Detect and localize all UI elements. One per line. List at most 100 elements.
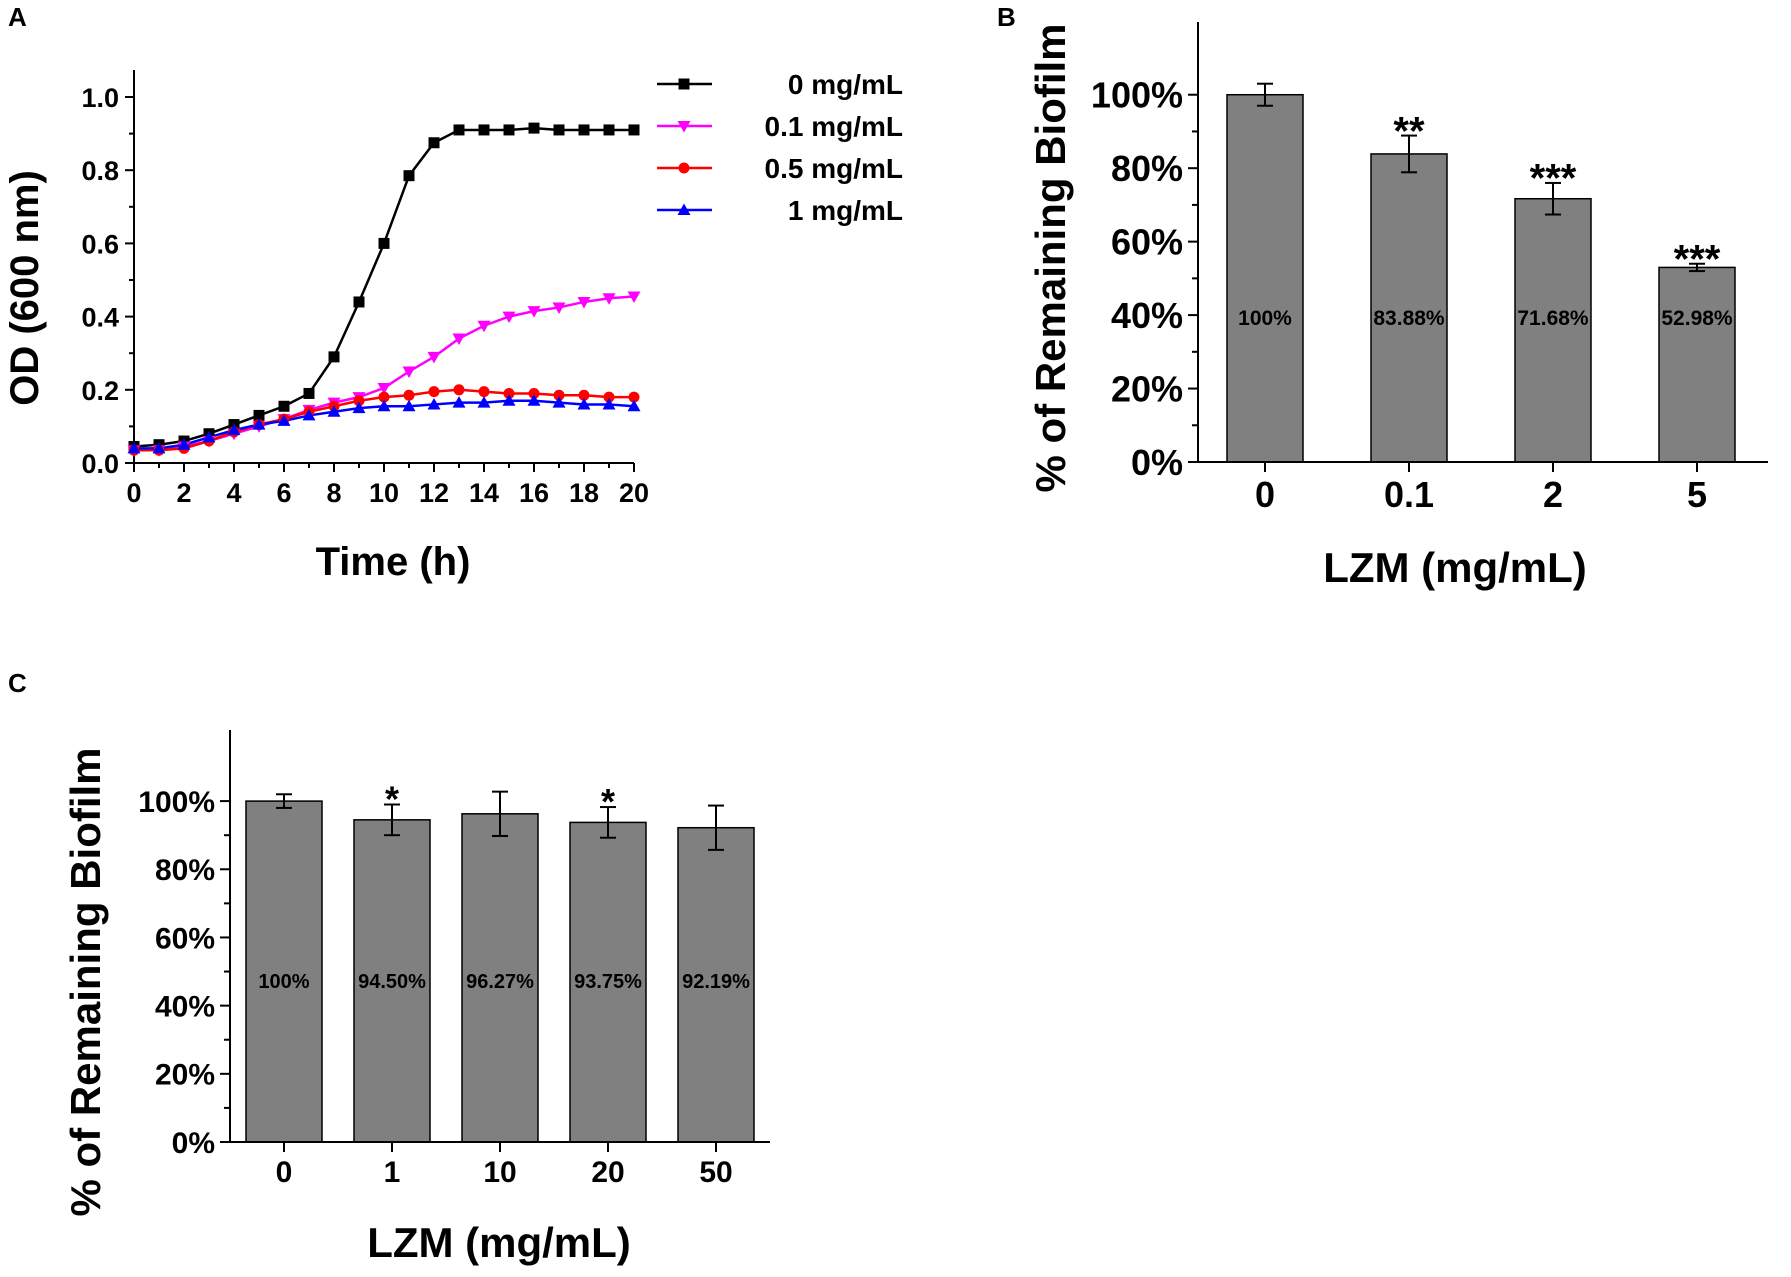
panel-a-data-point xyxy=(452,396,466,408)
panel-b-x-tick-label: 0 xyxy=(1255,474,1275,515)
panel-a-data-point xyxy=(628,124,640,136)
panel-a-label: A xyxy=(8,2,27,32)
panel-a-data-point xyxy=(577,296,591,309)
panel-a-data-point xyxy=(553,389,565,401)
panel-b-y-tick-label: 20% xyxy=(1111,369,1183,410)
panel-c-y-tick-label: 60% xyxy=(155,922,215,955)
panel-c-x-tick-label: 50 xyxy=(699,1156,732,1189)
panel-a-x-tick-label: 10 xyxy=(369,478,399,508)
panel-b-label: B xyxy=(997,2,1016,32)
panel-a-y-tick-label: 0.0 xyxy=(81,449,119,479)
panel-a-data-point xyxy=(478,124,490,136)
panel-a-x-axis-title: Time (h) xyxy=(316,540,471,584)
panel-a-data-point xyxy=(177,438,191,450)
panel-c-data-label: 93.75% xyxy=(574,971,642,993)
panel-a-data-point xyxy=(578,124,590,136)
panel-c-x-tick-label: 20 xyxy=(591,1156,624,1189)
panel-c-x-tick-label: 1 xyxy=(384,1156,401,1189)
panel-c-x-tick-label: 10 xyxy=(483,1156,516,1189)
panel-a-data-point xyxy=(353,296,365,308)
panel-a-series-line xyxy=(134,295,635,452)
panel-a-legend-marker xyxy=(678,78,690,90)
panel-a-data-point xyxy=(603,391,615,403)
panel-c-data-label: 92.19% xyxy=(682,971,750,993)
panel-b-data-label: 52.98% xyxy=(1661,307,1733,330)
panel-a-legend-entry: 0.1 mg/mL xyxy=(765,111,903,142)
panel-b-data-label: 83.88% xyxy=(1373,307,1445,330)
panel-a-data-point xyxy=(453,124,465,136)
panel-c-y-tick-label: 40% xyxy=(155,990,215,1023)
panel-a-y-tick-label: 0.4 xyxy=(81,303,119,333)
panel-a-data-point xyxy=(552,302,566,314)
panel-b-bar xyxy=(1226,93,1304,463)
panel-a-data-point xyxy=(427,351,441,364)
panel-a-data-point xyxy=(427,397,441,410)
panel-a-legend-marker xyxy=(677,121,691,133)
panel-a-legend-entry: 0.5 mg/mL xyxy=(765,153,903,184)
panel-a-data-point xyxy=(602,293,616,305)
panel-a-data-point xyxy=(628,391,640,403)
panel-a-x-tick-label: 8 xyxy=(326,478,341,508)
panel-c-x-axis-title: LZM (mg/mL) xyxy=(367,1219,631,1266)
panel-a-data-point xyxy=(553,124,565,136)
panel-a-data-point xyxy=(278,400,290,412)
panel-b-x-tick-label: 2 xyxy=(1543,474,1563,515)
panel-a-data-point xyxy=(403,170,415,182)
panel-a-x-tick-label: 12 xyxy=(419,478,449,508)
panel-a-data-point xyxy=(503,124,515,136)
panel-b-x-tick-label: 0.1 xyxy=(1384,474,1434,515)
panel-a-y-tick-label: 0.6 xyxy=(81,229,119,259)
panel-b-y-axis-title: % of Remaining Biofilm xyxy=(1027,23,1074,492)
panel-a-data-point xyxy=(402,399,416,412)
panel-a-x-tick-label: 6 xyxy=(276,478,291,508)
panel-a-legend-entry: 1 mg/mL xyxy=(788,195,903,226)
panel-a-data-point xyxy=(527,394,541,406)
panel-b-y-tick-label: 60% xyxy=(1111,222,1183,263)
panel-c-y-tick-label: 100% xyxy=(138,786,215,819)
panel-c-bar xyxy=(677,826,755,1143)
panel-a-legend-entry: 0 mg/mL xyxy=(788,69,903,100)
panel-a-data-point xyxy=(528,122,540,134)
panel-b-bar xyxy=(1658,266,1736,463)
panel-c-significance-marker: * xyxy=(601,781,615,822)
panel-b-significance-marker: *** xyxy=(1530,157,1577,201)
panel-b-bar xyxy=(1514,197,1592,463)
panel-a-data-point xyxy=(377,399,391,412)
panel-a-y-tick-label: 0.8 xyxy=(81,156,119,186)
panel-a-data-point xyxy=(202,430,216,443)
panel-a: A Time (h) OD (600 nm) 0.0 0.2 0.4 0.6 0.8 1.… xyxy=(3,2,903,584)
panel-a-data-point xyxy=(277,414,291,426)
panel-a-data-point xyxy=(428,386,440,398)
panel-b-x-axis-title: LZM (mg/mL) xyxy=(1323,544,1587,591)
panel-a-data-point xyxy=(253,409,265,421)
panel-a-data-point xyxy=(403,389,415,401)
panel-c-label: C xyxy=(8,668,27,698)
panel-c-y-tick-label: 20% xyxy=(155,1059,215,1092)
panel-a-y-tick-label: 1.0 xyxy=(81,83,119,113)
panel-b-data-label: 71.68% xyxy=(1517,307,1589,330)
panel-a-data-point xyxy=(378,391,390,403)
panel-a-data-point xyxy=(478,386,490,398)
panel-b-x-tick-label: 5 xyxy=(1687,474,1707,515)
panel-a-data-point xyxy=(528,387,540,399)
panel-a-data-point xyxy=(252,418,266,430)
panel-a-data-point xyxy=(503,387,515,399)
panel-a-data-point xyxy=(378,237,390,249)
panel-a-data-point xyxy=(502,311,516,324)
panel-b: B LZM (mg/mL) % of Remaining Biofilm 0% 2… xyxy=(997,2,1768,591)
panel-a-data-point xyxy=(353,395,365,407)
panel-a-data-point xyxy=(602,397,616,410)
panel-b-significance-marker: *** xyxy=(1674,238,1721,282)
panel-a-data-point xyxy=(428,137,440,149)
panel-c: C LZM (mg/mL) % of Remaining Biofilm 0% 2… xyxy=(8,668,770,1266)
panel-a-data-point xyxy=(227,423,241,436)
panel-c-data-label: 96.27% xyxy=(466,971,534,993)
panel-a-x-tick-label: 20 xyxy=(619,478,649,508)
panel-a-data-point xyxy=(627,291,641,303)
panel-a-data-point xyxy=(302,408,316,421)
panel-a-data-point xyxy=(453,384,465,396)
panel-a-data-point xyxy=(502,394,516,406)
panel-c-significance-marker: * xyxy=(385,779,399,820)
panel-a-data-point xyxy=(328,351,340,363)
